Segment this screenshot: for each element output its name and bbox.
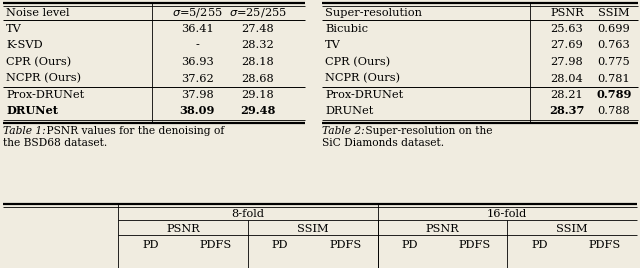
Text: PD: PD: [272, 240, 289, 250]
Text: DRUNet: DRUNet: [325, 106, 373, 117]
Text: 16-fold: 16-fold: [487, 209, 527, 219]
Text: K-SVD: K-SVD: [6, 40, 43, 50]
Text: 28.18: 28.18: [242, 57, 275, 67]
Text: 36.93: 36.93: [180, 57, 213, 67]
Text: PDFS: PDFS: [459, 240, 491, 250]
Text: 37.62: 37.62: [180, 73, 213, 84]
Text: SSIM: SSIM: [556, 224, 588, 234]
Text: 0.775: 0.775: [598, 57, 630, 67]
Text: PSNR values for the denoising of: PSNR values for the denoising of: [43, 126, 224, 136]
Text: 29.18: 29.18: [242, 90, 275, 100]
Text: 0.789: 0.789: [596, 89, 632, 100]
Text: Table 1:: Table 1:: [3, 126, 45, 136]
Text: $\sigma$=25/255: $\sigma$=25/255: [229, 6, 287, 19]
Text: PDFS: PDFS: [329, 240, 361, 250]
Text: NCPR (Ours): NCPR (Ours): [325, 73, 400, 84]
Text: SiC Diamonds dataset.: SiC Diamonds dataset.: [322, 138, 444, 148]
Text: PSNR: PSNR: [550, 8, 584, 17]
Text: NCPR (Ours): NCPR (Ours): [6, 73, 81, 84]
Text: PDFS: PDFS: [199, 240, 232, 250]
Text: 27.48: 27.48: [242, 24, 275, 34]
Text: 27.98: 27.98: [550, 57, 584, 67]
Text: 37.98: 37.98: [180, 90, 213, 100]
Text: Prox-DRUNet: Prox-DRUNet: [325, 90, 403, 100]
Text: PSNR: PSNR: [426, 224, 460, 234]
Text: 0.763: 0.763: [598, 40, 630, 50]
Text: PD: PD: [402, 240, 418, 250]
Text: Super-resolution: Super-resolution: [325, 8, 422, 17]
Text: 28.21: 28.21: [550, 90, 584, 100]
Text: 28.32: 28.32: [242, 40, 275, 50]
Text: 29.48: 29.48: [240, 106, 276, 117]
Text: 38.09: 38.09: [179, 106, 214, 117]
Text: PD: PD: [531, 240, 548, 250]
Text: SSIM: SSIM: [297, 224, 328, 234]
Text: 8-fold: 8-fold: [231, 209, 264, 219]
Text: PDFS: PDFS: [588, 240, 621, 250]
Text: SSIM: SSIM: [598, 8, 630, 17]
Text: 28.04: 28.04: [550, 73, 584, 84]
Text: Noise level: Noise level: [6, 8, 70, 17]
Text: Table 2:: Table 2:: [322, 126, 365, 136]
Text: the BSD68 dataset.: the BSD68 dataset.: [3, 138, 108, 148]
Text: 28.37: 28.37: [549, 106, 585, 117]
Text: 25.63: 25.63: [550, 24, 584, 34]
Text: CPR (Ours): CPR (Ours): [325, 57, 390, 67]
Text: $\sigma$=5/255: $\sigma$=5/255: [172, 6, 222, 19]
Text: DRUNet: DRUNet: [6, 106, 58, 117]
Text: 0.788: 0.788: [598, 106, 630, 117]
Text: CPR (Ours): CPR (Ours): [6, 57, 71, 67]
Text: TV: TV: [6, 24, 22, 34]
Text: -: -: [195, 40, 199, 50]
Text: 0.781: 0.781: [598, 73, 630, 84]
Text: 36.41: 36.41: [180, 24, 213, 34]
Text: Super-resolution on the: Super-resolution on the: [362, 126, 493, 136]
Text: 0.699: 0.699: [598, 24, 630, 34]
Text: 28.68: 28.68: [242, 73, 275, 84]
Text: PD: PD: [142, 240, 159, 250]
Text: TV: TV: [325, 40, 341, 50]
Text: 27.69: 27.69: [550, 40, 584, 50]
Text: PSNR: PSNR: [166, 224, 200, 234]
Text: Bicubic: Bicubic: [325, 24, 368, 34]
Text: Prox-DRUNet: Prox-DRUNet: [6, 90, 84, 100]
